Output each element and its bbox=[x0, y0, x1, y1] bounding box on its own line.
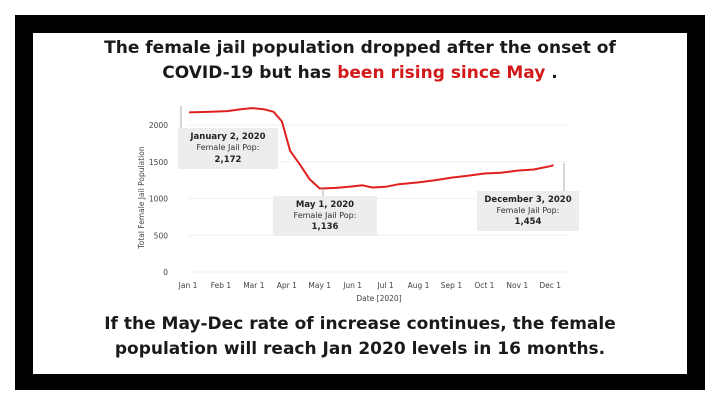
annotation-may: May 1, 2020 Female Jail Pop: 1,136 bbox=[273, 187, 377, 236]
annotation-january: January 2, 2020 Female Jail Pop: 2,172 bbox=[178, 106, 278, 169]
annotation-may-title: May 1, 2020 bbox=[296, 200, 354, 210]
y-tick-label: 0 bbox=[163, 268, 168, 277]
x-tick-label: Apr 1 bbox=[277, 281, 297, 290]
annotation-december-value: 1,454 bbox=[515, 217, 542, 227]
y-axis-label: Total Female Jail Population bbox=[137, 146, 146, 249]
y-tick-label: 2000 bbox=[149, 121, 168, 130]
x-axis-ticks: Jan 1 Feb 1 Mar 1 Apr 1 May 1 Jun 1 Jul 1 Aug 1… bbox=[178, 281, 562, 290]
footer-line-1: If the May-Dec rate of increase continue… bbox=[104, 314, 616, 334]
headline-line-2: COVID-19 but has been rising since May . bbox=[33, 61, 687, 86]
x-axis-label: Date [2020] bbox=[356, 294, 401, 303]
headline: The female jail population dropped after… bbox=[33, 36, 687, 86]
annotation-december-box bbox=[477, 191, 579, 231]
annotation-january-box bbox=[178, 128, 278, 169]
y-tick-label: 500 bbox=[154, 231, 169, 240]
x-tick-label: Feb 1 bbox=[211, 281, 232, 290]
footer-line-2: population will reach Jan 2020 levels in… bbox=[114, 339, 606, 359]
headline-highlight: been rising since May bbox=[337, 63, 546, 83]
annotation-january-value: 2,172 bbox=[215, 155, 242, 165]
y-tick-label: 1500 bbox=[149, 158, 168, 167]
x-tick-label: Mar 1 bbox=[243, 281, 265, 290]
y-tick-label: 1000 bbox=[149, 195, 168, 204]
x-tick-label: Sep 1 bbox=[441, 281, 463, 290]
annotation-january-title: January 2, 2020 bbox=[189, 132, 265, 142]
series-line-female-jail-pop bbox=[188, 107, 554, 190]
x-tick-label: May 1 bbox=[308, 281, 331, 290]
annotation-december-title: December 3, 2020 bbox=[484, 195, 571, 205]
footer-caption: If the May-Dec rate of increase continue… bbox=[33, 312, 687, 362]
headline-line-1: The female jail population dropped after… bbox=[104, 38, 616, 58]
annotation-december: December 3, 2020 Female Jail Pop: 1,454 bbox=[477, 163, 579, 231]
x-tick-label: Jul 1 bbox=[376, 281, 393, 290]
annotation-may-label: Female Jail Pop: bbox=[294, 211, 357, 220]
slide: The female jail population dropped after… bbox=[33, 33, 687, 374]
x-tick-label: Dec 1 bbox=[539, 281, 561, 290]
line-chart: 0 500 1000 1500 2000 Jan 1 Feb 1 Mar 1 Apr 1 May… bbox=[137, 106, 579, 303]
y-axis-ticks: 0 500 1000 1500 2000 bbox=[149, 121, 168, 277]
x-tick-label: Jan 1 bbox=[178, 281, 198, 290]
x-tick-label: Aug 1 bbox=[408, 281, 430, 290]
headline-line-2-start: COVID-19 but has bbox=[162, 63, 338, 83]
annotation-may-value: 1,136 bbox=[312, 222, 339, 232]
annotation-december-label: Female Jail Pop: bbox=[497, 206, 560, 215]
headline-line-2-end: . bbox=[545, 63, 558, 83]
annotation-may-box bbox=[273, 196, 377, 236]
x-tick-label: Nov 1 bbox=[506, 281, 528, 290]
annotation-january-label: Female Jail Pop: bbox=[197, 143, 260, 152]
x-tick-label: Jun 1 bbox=[342, 281, 362, 290]
x-tick-label: Oct 1 bbox=[474, 281, 494, 290]
